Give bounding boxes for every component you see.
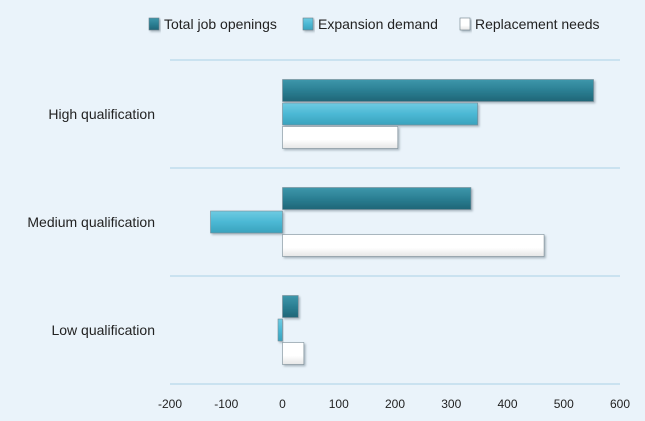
bar-replacement-needs-medium-qualification — [282, 234, 545, 257]
legend: Total job openings Expansion demand Replac… — [148, 16, 600, 32]
legend-item-replacement-needs: Replacement needs — [459, 16, 600, 32]
category-label-high-qualification: High qualification — [48, 106, 155, 122]
x-tick-label: -100 — [214, 397, 238, 411]
legend-swatch — [302, 17, 314, 31]
x-tick-label: 500 — [554, 397, 574, 411]
bars — [210, 79, 594, 365]
legend-label: Total job openings — [164, 16, 277, 32]
bar-replacement-needs-high-qualification — [282, 126, 399, 149]
bar-replacement-needs-low-qualification — [282, 342, 305, 365]
bar-expansion-demand-high-qualification — [282, 102, 478, 126]
legend-swatch — [459, 17, 471, 31]
x-tick-label: 400 — [497, 397, 517, 411]
x-tick-label: 600 — [610, 397, 630, 411]
x-tick-label: 100 — [329, 397, 349, 411]
legend-item-expansion-demand: Expansion demand — [302, 16, 438, 32]
gridlines — [170, 59, 620, 385]
x-tick-label: 0 — [279, 397, 286, 411]
bar-total-job-openings-medium-qualification — [282, 187, 472, 210]
legend-label: Replacement needs — [475, 16, 600, 32]
bar-total-job-openings-low-qualification — [282, 295, 299, 318]
legend-item-total-job-openings: Total job openings — [148, 16, 277, 32]
category-label-medium-qualification: Medium qualification — [27, 214, 155, 230]
category-labels: High qualification Medium qualification Lo… — [27, 106, 155, 338]
bar-expansion-demand-low-qualification — [277, 318, 283, 342]
bar-expansion-demand-medium-qualification — [210, 210, 283, 234]
bar-total-job-openings-high-qualification — [282, 79, 594, 102]
category-label-low-qualification: Low qualification — [51, 322, 155, 338]
x-tick-label: 200 — [385, 397, 405, 411]
x-tick-label: 300 — [441, 397, 461, 411]
legend-label: Expansion demand — [318, 16, 438, 32]
legend-swatch — [148, 17, 160, 31]
x-tick-label: -200 — [158, 397, 182, 411]
x-tick-labels: -200 -100 0 100 200 300 400 500 600 — [158, 397, 630, 411]
